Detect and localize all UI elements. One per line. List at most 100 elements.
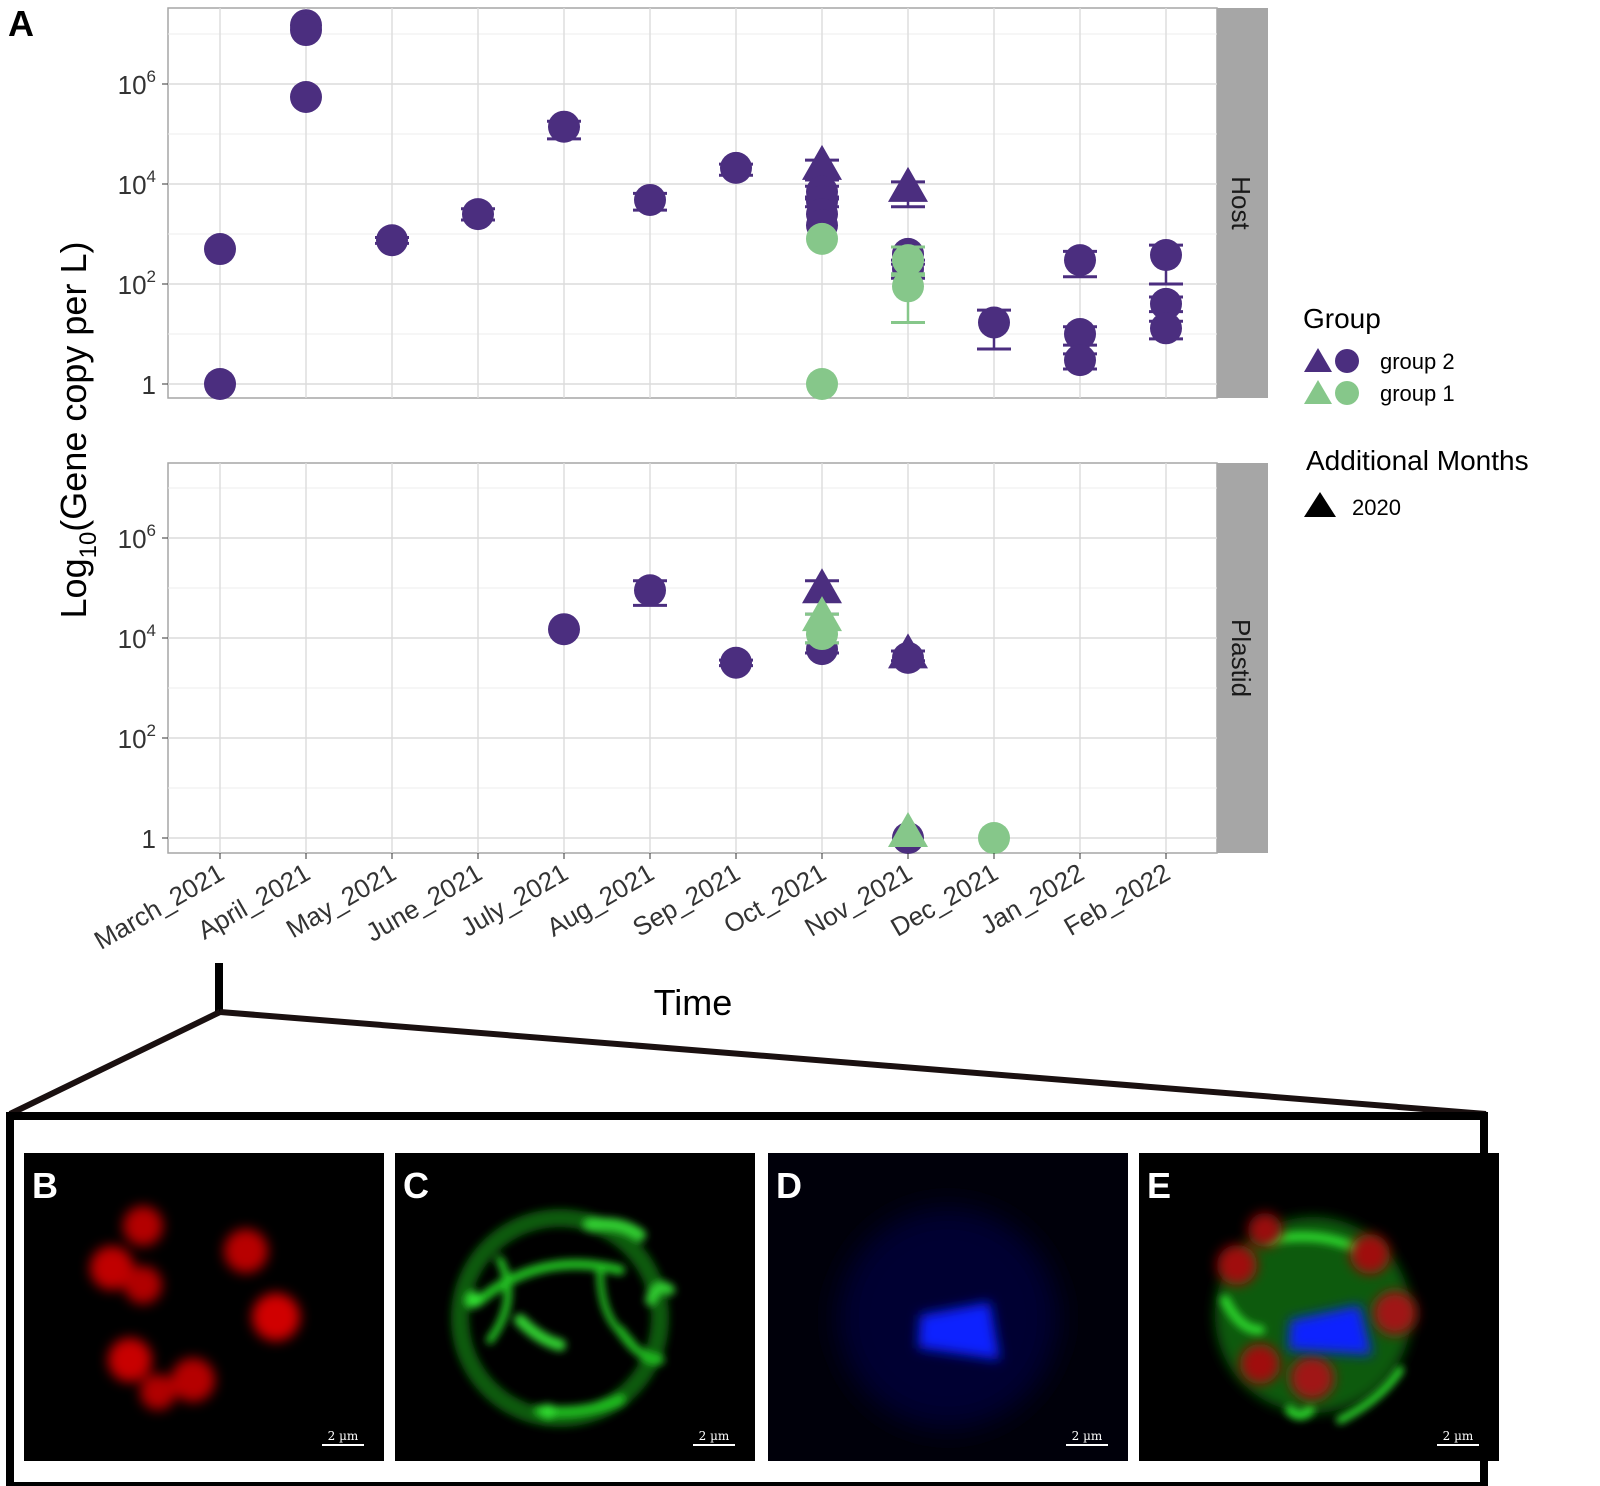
facet-strip-plastid bbox=[1217, 463, 1268, 853]
marker-circle bbox=[1150, 312, 1182, 345]
y-ticks-host: 1 102 104 106 bbox=[118, 67, 168, 400]
legend-label-group-2: group 2 bbox=[1380, 349, 1455, 374]
marker-circle bbox=[548, 613, 580, 646]
data-point-triangle bbox=[888, 812, 928, 848]
marker-circle bbox=[290, 80, 322, 113]
facet-strip-label-host: Host bbox=[1226, 176, 1256, 230]
callout-line-left bbox=[8, 1009, 222, 1117]
marker-circle bbox=[806, 222, 838, 255]
legend-circle-icon bbox=[1335, 381, 1359, 405]
marker-circle bbox=[1064, 244, 1096, 277]
data-point-circle bbox=[375, 224, 409, 257]
data-point-circle bbox=[719, 646, 753, 679]
scale-bar-label: 2 µm bbox=[328, 1429, 359, 1443]
callout-tick bbox=[215, 963, 223, 1013]
data-point-circle bbox=[891, 270, 925, 324]
legend-triangle-icon bbox=[1304, 492, 1336, 517]
data-point-circle bbox=[547, 110, 581, 143]
data-point-circle bbox=[1149, 239, 1183, 286]
facet-panel-plastid: 1 102 104 106 Plastid bbox=[118, 462, 1268, 859]
callout-connector bbox=[8, 963, 1487, 1117]
legend-label-group-1: group 1 bbox=[1380, 381, 1455, 406]
marker-circle bbox=[806, 618, 838, 651]
marker-circle bbox=[462, 198, 494, 231]
legend: Group group 2 group 1 Additional Months … bbox=[1303, 303, 1529, 520]
scale-bar-label: 2 µm bbox=[699, 1429, 730, 1443]
marker-triangle bbox=[888, 166, 928, 202]
x-tick-labels: March_2021April_2021May_2021June_2021Jul… bbox=[89, 857, 1175, 955]
marker-circle bbox=[1150, 239, 1182, 272]
micrograph-panel-c: C 2 µm bbox=[395, 1153, 755, 1461]
micrograph-image-b bbox=[24, 1153, 384, 1461]
marker-triangle bbox=[888, 812, 928, 848]
scale-bar-label: 2 µm bbox=[1443, 1429, 1474, 1443]
scale-bar-label: 2 µm bbox=[1072, 1429, 1103, 1443]
data-point-circle bbox=[806, 618, 838, 651]
data-point-circle bbox=[461, 198, 495, 231]
marker-circle bbox=[892, 641, 924, 674]
legend-months-title: Additional Months bbox=[1306, 445, 1529, 476]
y-tick-label: 1 bbox=[142, 824, 156, 854]
legend-triangle-icon bbox=[1304, 348, 1332, 372]
y-ticks-plastid: 1 102 104 106 bbox=[118, 521, 1167, 859]
micrograph-label-b: B bbox=[32, 1165, 58, 1206]
micrograph-panel-d: D 2 µm bbox=[768, 1153, 1128, 1461]
micrograph-label-c: C bbox=[403, 1165, 429, 1206]
merge-red-blobs bbox=[1217, 1213, 1417, 1400]
marker-circle bbox=[892, 270, 924, 303]
mitochondria-green-network bbox=[451, 1209, 675, 1427]
data-point-circle bbox=[719, 151, 753, 184]
marker-circle bbox=[1064, 344, 1096, 377]
data-point-circle bbox=[1063, 344, 1097, 377]
legend-label-2020: 2020 bbox=[1352, 495, 1401, 520]
marker-circle bbox=[1064, 318, 1096, 350]
micrograph-panel-e: E 2 µm bbox=[1139, 1153, 1499, 1461]
data-point-circle bbox=[633, 183, 667, 216]
facet-strip-label-plastid: Plastid bbox=[1226, 619, 1256, 697]
data-point-triangle bbox=[888, 166, 928, 209]
marker-triangle bbox=[802, 144, 842, 180]
micrograph-panel-b: B 2 µm bbox=[24, 1153, 384, 1461]
data-marks-host bbox=[204, 9, 1183, 400]
marker-circle bbox=[548, 110, 580, 143]
data-marks-plastid bbox=[548, 568, 1010, 854]
marker-triangle bbox=[802, 568, 842, 604]
micrograph-label-d: D bbox=[776, 1165, 802, 1206]
marker-circle bbox=[720, 151, 752, 184]
y-axis-title-sub: 10 bbox=[75, 532, 102, 559]
x-axis-title: Time bbox=[654, 982, 733, 1023]
marker-circle bbox=[978, 822, 1010, 854]
legend-entry-group-2: group 2 bbox=[1304, 348, 1455, 374]
data-point-circle bbox=[892, 641, 924, 674]
marker-circle bbox=[204, 368, 236, 400]
marker-circle bbox=[1150, 287, 1182, 320]
svg-text:Log10(Gene copy per L): Log10(Gene copy per L) bbox=[53, 242, 102, 619]
y-tick-label: 102 bbox=[118, 267, 156, 300]
y-tick-label: 106 bbox=[118, 521, 156, 554]
legend-triangle-icon bbox=[1304, 380, 1332, 404]
marker-circle bbox=[634, 183, 666, 216]
legend-group-title: Group bbox=[1303, 303, 1381, 334]
marker-circle bbox=[806, 368, 838, 400]
legend-entry-2020: 2020 bbox=[1304, 492, 1401, 520]
chloroplast-red-blobs bbox=[90, 1206, 300, 1410]
data-point-circle bbox=[204, 368, 236, 400]
y-axis-title-main: Log bbox=[53, 558, 94, 618]
data-point-circle bbox=[806, 222, 838, 255]
facet-strip-host bbox=[1217, 8, 1268, 398]
merge-nucleus-blue bbox=[1288, 1305, 1372, 1355]
data-point-circle bbox=[204, 233, 236, 266]
facet-panel-host: 1 102 104 106 Host bbox=[118, 7, 1268, 400]
data-point-circle bbox=[548, 613, 580, 646]
data-point-circle bbox=[290, 80, 322, 113]
data-point-circle bbox=[633, 574, 667, 607]
data-point-circle bbox=[290, 14, 322, 47]
marker-circle bbox=[978, 306, 1010, 339]
marker-circle bbox=[634, 574, 666, 607]
marker-circle bbox=[720, 646, 752, 679]
data-point-circle bbox=[977, 306, 1011, 351]
panel-label-a: A bbox=[8, 3, 34, 44]
marker-circle bbox=[892, 244, 924, 277]
y-axis-title: Log10(Gene copy per L) bbox=[53, 242, 102, 619]
